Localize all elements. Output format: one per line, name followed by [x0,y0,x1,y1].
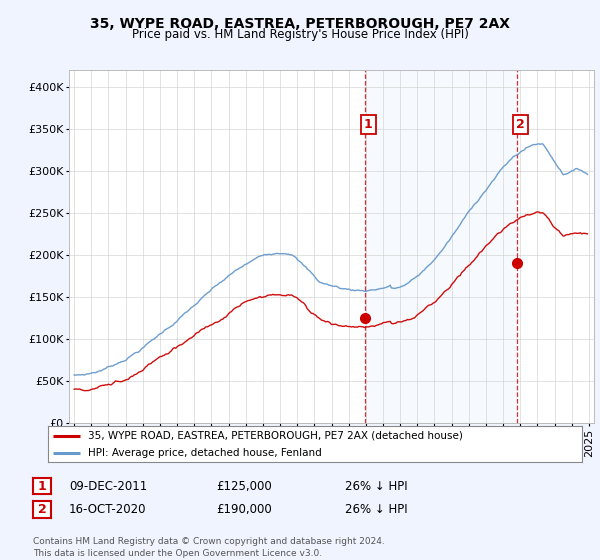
Text: £125,000: £125,000 [216,479,272,493]
Text: 1: 1 [38,479,46,493]
Bar [365,70,517,423]
Text: 2: 2 [38,503,46,516]
Text: 16-OCT-2020: 16-OCT-2020 [69,503,146,516]
Text: 1: 1 [364,118,373,131]
Text: 2: 2 [515,118,524,131]
Text: Contains HM Land Registry data © Crown copyright and database right 2024.
This d: Contains HM Land Registry data © Crown c… [33,537,385,558]
Text: 26% ↓ HPI: 26% ↓ HPI [345,503,407,516]
Text: Price paid vs. HM Land Registry's House Price Index (HPI): Price paid vs. HM Land Registry's House … [131,28,469,41]
Text: 35, WYPE ROAD, EASTREA, PETERBOROUGH, PE7 2AX: 35, WYPE ROAD, EASTREA, PETERBOROUGH, PE… [90,17,510,31]
Text: 35, WYPE ROAD, EASTREA, PETERBOROUGH, PE7 2AX (detached house): 35, WYPE ROAD, EASTREA, PETERBOROUGH, PE… [88,431,463,441]
Text: £190,000: £190,000 [216,503,272,516]
Text: HPI: Average price, detached house, Fenland: HPI: Average price, detached house, Fenl… [88,448,322,458]
Text: 26% ↓ HPI: 26% ↓ HPI [345,479,407,493]
Text: 09-DEC-2011: 09-DEC-2011 [69,479,147,493]
